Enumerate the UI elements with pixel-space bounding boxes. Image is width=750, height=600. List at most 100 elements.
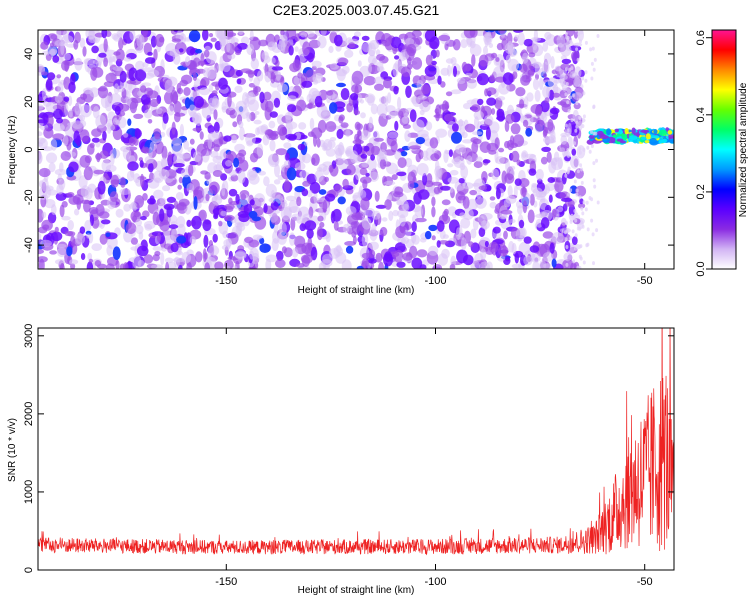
spectrogram-cell: [355, 167, 361, 181]
snr-ticks: -150 -100 -50 0 1000 2000 3000: [23, 324, 674, 588]
spectrogram-cell: [38, 167, 51, 178]
spectrogram-cell: [437, 253, 448, 266]
spectrogram-cell: [409, 145, 421, 150]
spectrogram-cell: [396, 171, 407, 177]
spectrogram-cell: [204, 262, 211, 269]
spectrogram-cell: [543, 52, 552, 66]
spectrogram-cell: [470, 228, 477, 239]
spectrogram-cell: [193, 95, 204, 108]
spectrogram-cell: [268, 120, 276, 129]
spectrogram-cell: [436, 220, 445, 232]
spectrogram-cell: [370, 145, 381, 156]
snr-panel: -150 -100 -50 0 1000 2000 3000 Height of strai…: [7, 324, 675, 596]
spectrogram-cell: [397, 96, 402, 110]
spectrogram-cell: [218, 220, 223, 227]
spectrogram-cell: [165, 261, 170, 269]
spectrogram-cell: [186, 183, 195, 193]
spectrogram-cell: [83, 166, 93, 181]
spectrogram-cell: [60, 151, 71, 161]
spectrogram-cell: [392, 63, 399, 78]
spectrogram-cell: [45, 78, 53, 91]
y-tick-label: -40: [23, 237, 35, 253]
spectrogram-cell: [134, 128, 141, 140]
spectrogram-cell: [482, 159, 491, 164]
x-tick-label: -100: [424, 275, 446, 287]
spectrogram-cell: [566, 170, 570, 175]
spectrogram-cell: [123, 262, 129, 269]
spectrogram-cell: [447, 64, 452, 77]
spectrogram-cell: [547, 119, 554, 132]
spectrogram-cell: [221, 183, 226, 197]
spectrogram-cell: [211, 195, 223, 205]
spectrogram-cell: [415, 137, 426, 145]
spectrogram-cell: [74, 102, 82, 116]
spectrogram-cell: [542, 129, 548, 138]
spectrogram-cell: [70, 263, 76, 269]
spectrogram-cell: [562, 150, 569, 157]
spectrogram-cell: [573, 209, 577, 213]
spectrogram-cell: [590, 61, 594, 66]
spectrogram-cell: [572, 73, 576, 78]
spectrogram-cell: [400, 151, 408, 157]
spectrogram-cell: [566, 148, 570, 152]
spectrogram-cell: [50, 138, 58, 151]
spectrogram-cell: [336, 128, 344, 140]
spectrogram-cell: [62, 135, 69, 147]
spectrogram-cell: [135, 224, 144, 235]
spectrogram-cell: [538, 77, 544, 90]
spectrogram-cell: [63, 102, 69, 117]
spectrogram-cell: [496, 42, 504, 51]
spectrogram-cell: [340, 122, 349, 128]
spectrogram-cell: [528, 168, 537, 176]
spectrogram-cell: [141, 30, 148, 37]
spectrogram-cell: [380, 33, 393, 47]
spectrogram-cell: [286, 30, 297, 40]
spectrogram-cell: [477, 98, 484, 106]
signal-cell: [616, 138, 624, 142]
spectrogram-cell: [151, 264, 163, 269]
spectrogram-cell: [320, 109, 331, 121]
spectrogram-cell: [368, 241, 379, 251]
spectrogram-cell: [430, 153, 440, 162]
y-tick-label: 2000: [23, 402, 35, 426]
spectrogram-cell: [207, 245, 220, 256]
spectrogram-cell: [48, 48, 58, 56]
spectrogram-cell: [176, 215, 186, 228]
spectrogram-cell: [570, 118, 574, 123]
spectrogram-cell: [373, 137, 384, 142]
spectrogram-cell: [154, 33, 165, 48]
spectrogram-cell: [82, 46, 87, 57]
spectrogram-cell: [569, 219, 573, 224]
spectrogram-cell: [527, 69, 535, 77]
spectrogram-cell: [530, 253, 541, 263]
signal-cell: [631, 127, 636, 135]
spectrogram-cell: [301, 242, 313, 255]
spectrogram-cell: [144, 57, 156, 64]
spectrogram-cell: [325, 148, 336, 157]
spectrogram-cell: [574, 233, 578, 238]
spectrogram-cell: [467, 79, 477, 89]
spectrogram-cell: [207, 132, 219, 141]
spectrogram-cell: [468, 241, 474, 248]
spectrogram-cell: [394, 55, 400, 60]
signal-cell: [606, 128, 612, 136]
spectrogram-cell: [374, 76, 384, 85]
spectrogram-cell: [92, 106, 100, 119]
spectrogram-cell: [356, 265, 364, 269]
spectrogram-cell: [573, 77, 581, 87]
spectrogram-cell: [254, 86, 261, 93]
spectrogram-cell: [311, 94, 317, 100]
spectrogram-cell: [54, 226, 59, 233]
spectrogram-cell: [233, 157, 240, 168]
spectrogram-cell: [265, 254, 278, 263]
spectrogram-cell: [215, 162, 224, 172]
spectrogram-cell: [38, 150, 43, 164]
spectrogram-cell: [159, 197, 166, 204]
spectrogram-cell: [88, 36, 98, 44]
spectrogram-cell: [344, 241, 356, 246]
spectrogram-cell: [584, 78, 588, 83]
spectrogram-cell: [502, 72, 514, 85]
spectrogram-cell: [387, 92, 392, 104]
spectrogram-cell: [67, 231, 76, 237]
spectrogram-cell: [564, 221, 568, 225]
